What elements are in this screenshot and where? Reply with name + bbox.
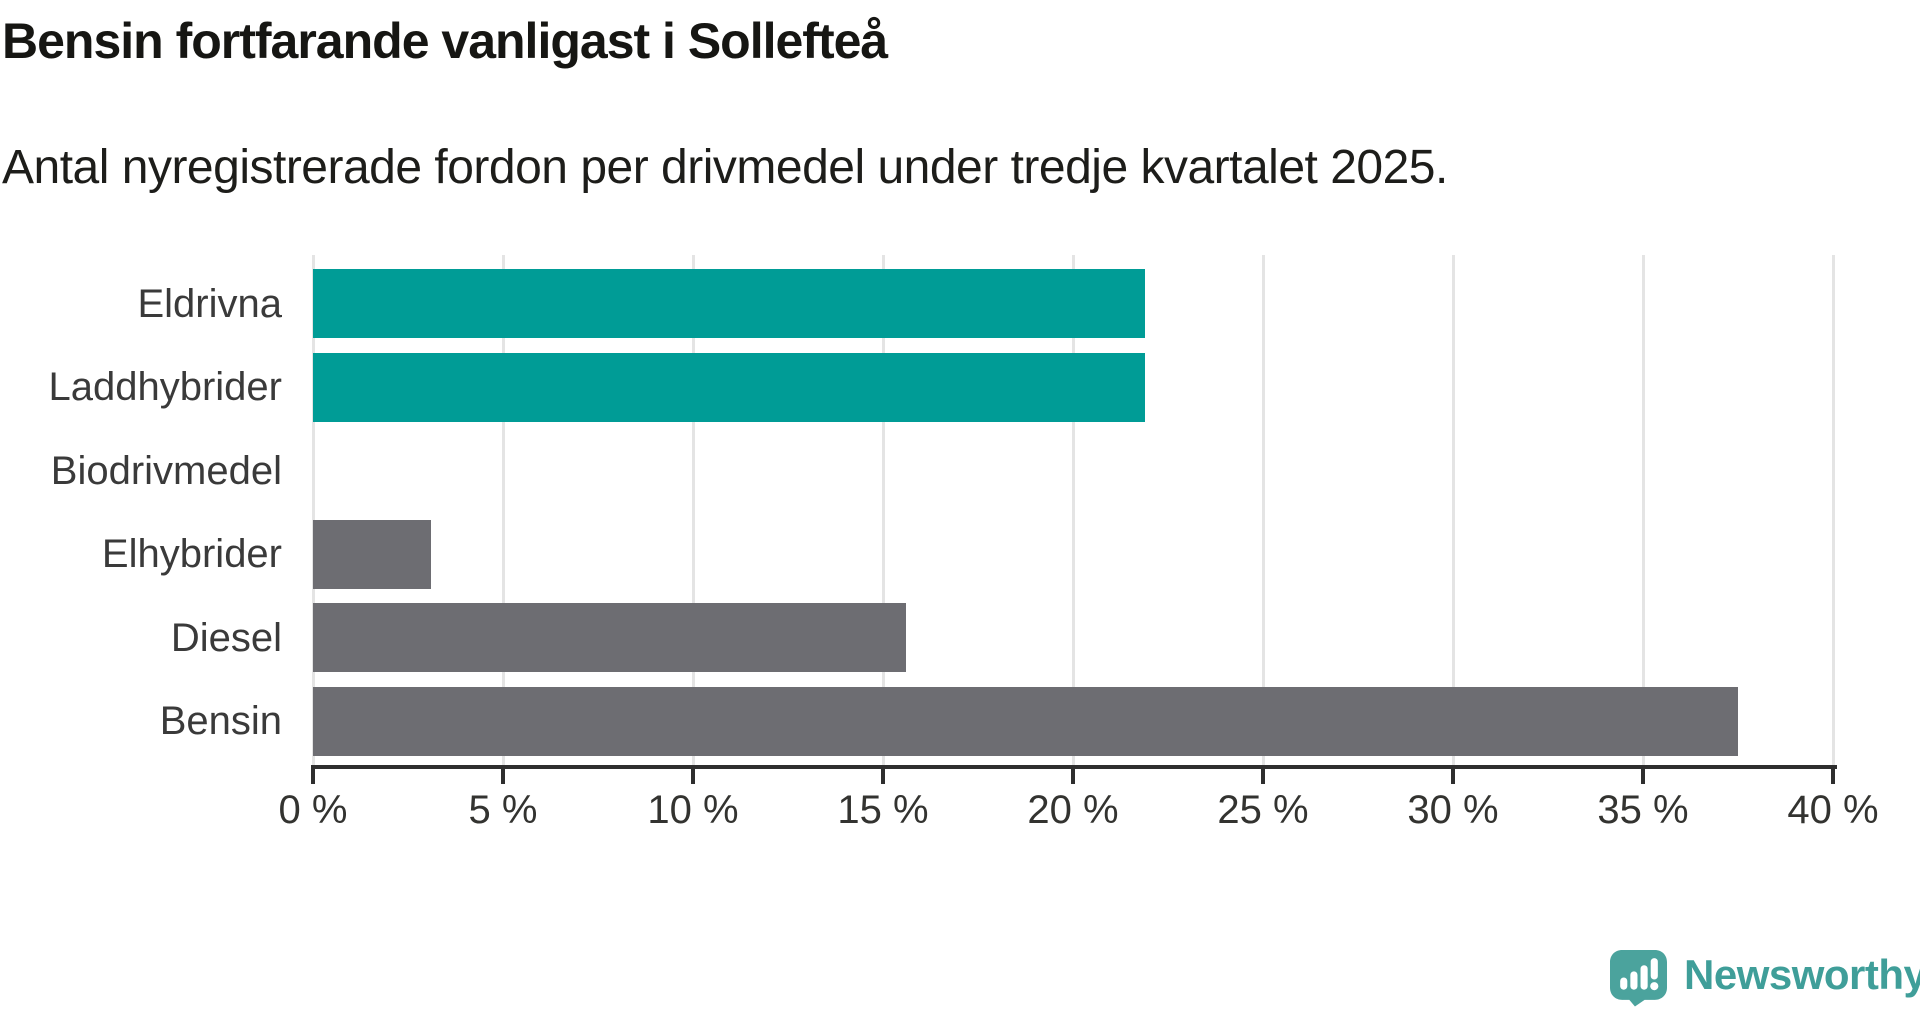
- gridline: [312, 255, 315, 767]
- category-label: Laddhybrider: [48, 365, 283, 409]
- category-label: Diesel: [170, 615, 282, 660]
- gridline: [1452, 255, 1455, 767]
- bar-laddhybrider: [313, 352, 1146, 422]
- x-axis-tick-label: 15 %: [837, 788, 929, 832]
- category-label: Bensin: [159, 699, 282, 743]
- x-axis-tick-label: 25 %: [1217, 788, 1309, 832]
- gridline: [1642, 255, 1645, 767]
- x-axis-tick: [311, 765, 315, 784]
- gridline: [882, 255, 885, 767]
- gridline: [692, 255, 695, 767]
- x-axis-tick-label: 40 %: [1787, 788, 1879, 832]
- x-axis-tick-label: 0 %: [278, 788, 348, 832]
- bar-bensin: [313, 686, 1738, 756]
- newsworthy-logo-text: Newsworthy: [1684, 950, 1920, 998]
- chart-title: Bensin fortfarande vanligast i Sollefteå: [2, 13, 888, 69]
- x-axis-tick-label: 5 %: [468, 788, 538, 832]
- x-axis-tick: [1261, 765, 1265, 784]
- bar-chart-plot-area: [312, 255, 1835, 767]
- category-axis: Eldrivna Laddhybrider Biodrivmedel Elhybrid…: [0, 255, 283, 767]
- x-axis-tick: [1451, 765, 1455, 784]
- x-axis-tick-label: 10 %: [647, 788, 739, 832]
- gridline: [1262, 255, 1265, 767]
- x-axis-tick: [501, 765, 505, 784]
- chart-subtitle: Antal nyregistrerade fordon per drivmede…: [2, 141, 1448, 194]
- gridline: [502, 255, 505, 767]
- newsworthy-speech-bubble-icon: [1610, 950, 1667, 1007]
- bar-elhybrider: [313, 519, 431, 589]
- bar-eldrivna: [313, 269, 1146, 338]
- x-axis-tick-label: 20 %: [1027, 788, 1119, 832]
- x-axis-tick: [1071, 765, 1075, 784]
- category-label: Elhybrider: [101, 532, 282, 576]
- x-axis-tick: [881, 765, 885, 784]
- x-axis-tick-label: 35 %: [1597, 788, 1689, 832]
- category-label: Biodrivmedel: [50, 448, 282, 493]
- x-axis-tick: [1641, 765, 1645, 784]
- x-axis-tick: [1831, 765, 1835, 784]
- x-axis-tick-label: 30 %: [1407, 788, 1499, 832]
- category-label: Eldrivna: [137, 281, 282, 326]
- bar-diesel: [313, 603, 906, 672]
- x-axis-tick: [691, 765, 695, 784]
- newsworthy-logo: Newsworthy: [1610, 950, 1920, 1007]
- gridline: [1072, 255, 1075, 767]
- gridline: [1832, 255, 1835, 767]
